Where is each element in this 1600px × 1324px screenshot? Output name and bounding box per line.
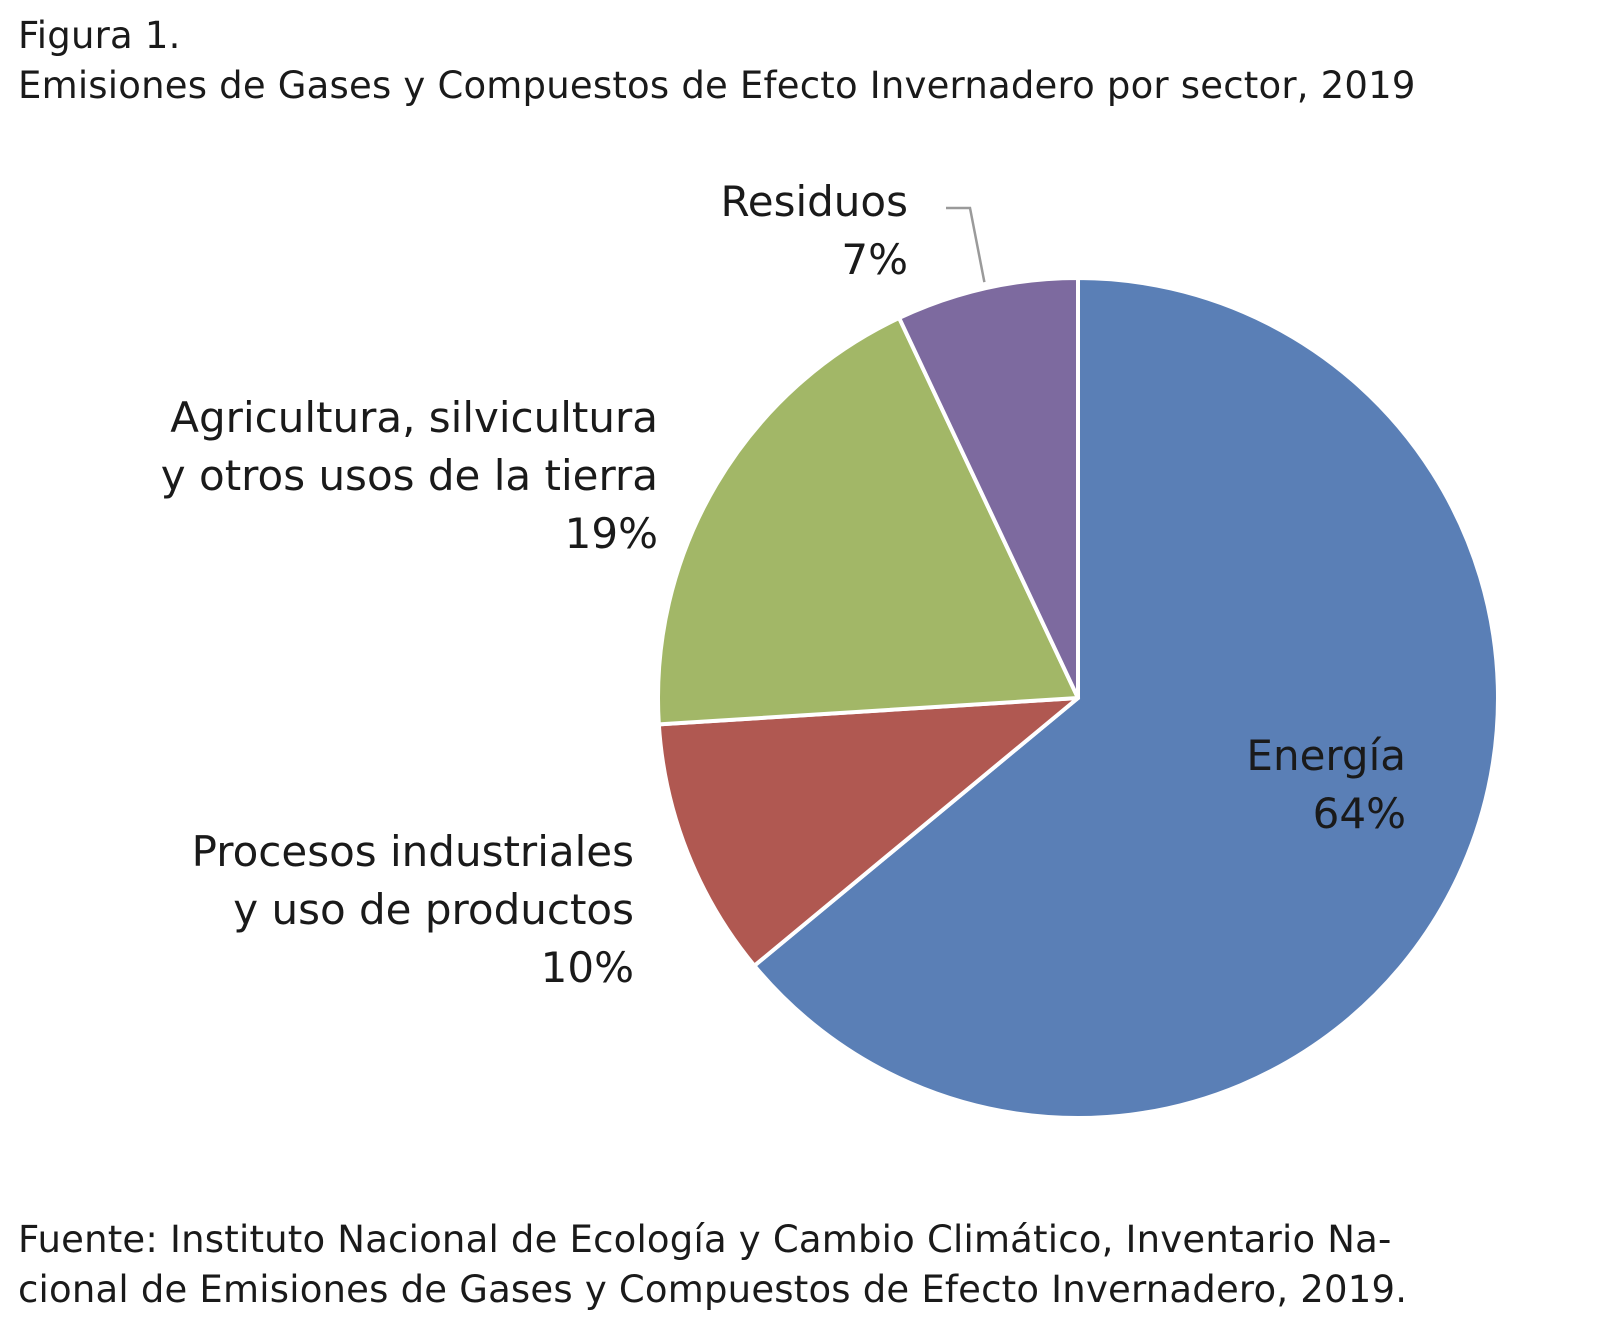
pie-slice-energia [752, 276, 1500, 1120]
pie-label-value: 7% [841, 235, 908, 284]
pie-labels: Energía 64% Procesos industriales y uso de … [161, 177, 1406, 992]
figure-title: Emisiones de Gases y Compuestos de Efect… [18, 64, 1416, 107]
pie-slice-residuos [897, 276, 1080, 700]
pie-label-name: y uso de productos [233, 885, 634, 934]
pie-slice-agricultura-silvicultura-y-otros-usos-de-la-tierra [656, 315, 1080, 727]
pie-label-value: 64% [1313, 789, 1406, 838]
pie-label-agricultura-silvicultura-y-otros-usos-de-la-tierra: Agricultura, silvicultura y otros usos de… [161, 393, 658, 558]
source-line-2: cional de Emisiones de Gases y Compuesto… [18, 1268, 1408, 1311]
pie-label-name: Energía [1246, 731, 1406, 780]
source-line-1: Fuente: Instituto Nacional de Ecología y… [18, 1218, 1392, 1261]
pie-label-energia: Energía 64% [1246, 731, 1406, 838]
pie-label-procesos-industriales-y-uso-de-productos: Procesos industriales y uso de productos 1… [192, 827, 634, 992]
pie-slice-procesos-industriales-y-uso-de-productos [656, 696, 1080, 968]
pie-label-name: y otros usos de la tierra [161, 451, 658, 500]
leader-line [946, 206, 986, 283]
pie-label-residuos: Residuos 7% [720, 177, 908, 284]
pie-label-name: Residuos [720, 177, 908, 226]
pie-slices [656, 276, 1500, 1120]
pie-label-value: 10% [541, 943, 634, 992]
figure-label: Figura 1. [18, 14, 181, 57]
pie-label-name: Procesos industriales [192, 827, 634, 876]
pie-label-value: 19% [565, 509, 658, 558]
pie-label-name: Agricultura, silvicultura [170, 393, 658, 442]
